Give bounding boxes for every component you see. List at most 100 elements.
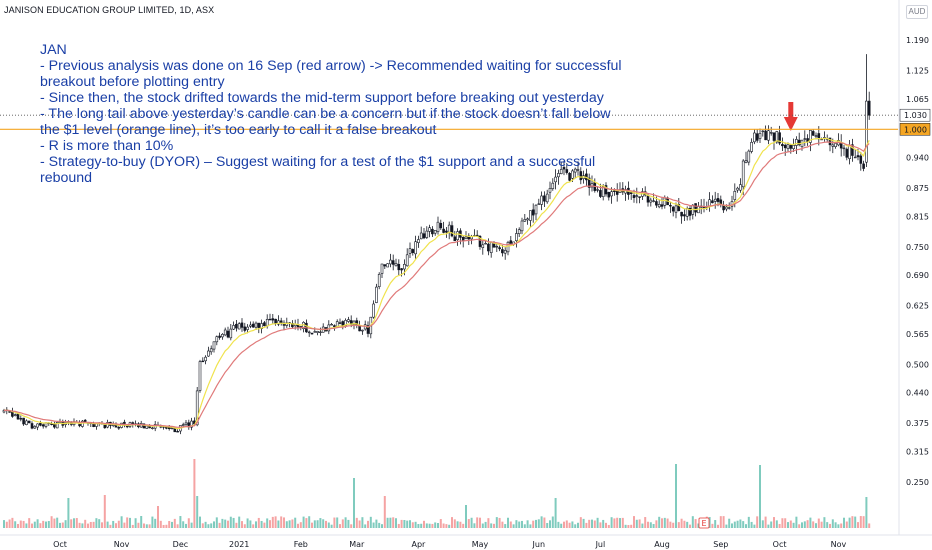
volume-bar xyxy=(19,520,22,528)
volume-bar xyxy=(196,496,199,528)
volume-bar xyxy=(316,520,319,528)
volume-bar xyxy=(31,523,33,528)
volume-bar xyxy=(392,517,395,528)
volume-bar xyxy=(434,522,437,528)
volume-bars xyxy=(3,459,871,528)
candle-body xyxy=(719,199,723,205)
volume-bar xyxy=(403,520,406,528)
volume-bar xyxy=(462,523,465,528)
volume-bar xyxy=(397,523,400,528)
candle-body xyxy=(257,322,261,328)
last-price-tag: 1.030 xyxy=(904,111,927,120)
volume-bar xyxy=(201,523,204,528)
volume-bar xyxy=(781,518,784,528)
y-tick-label: 0.690 xyxy=(906,271,929,280)
candle-body xyxy=(223,329,227,336)
currency-badge[interactable]: AUD xyxy=(906,5,928,19)
candle-body xyxy=(722,205,725,211)
last-price-tag-background xyxy=(899,108,931,122)
candle-body xyxy=(677,204,681,211)
volume-bar xyxy=(255,521,257,528)
earnings-marker-icon[interactable] xyxy=(698,517,710,529)
volume-bar xyxy=(507,517,509,528)
volume-bar xyxy=(383,496,386,528)
candle-body xyxy=(755,133,759,141)
volume-bar xyxy=(347,519,350,528)
volume-bar xyxy=(154,518,157,528)
volume-bar xyxy=(78,522,81,528)
candle-body xyxy=(366,325,370,334)
volume-bar xyxy=(759,465,761,528)
volume-bar xyxy=(722,516,725,528)
candle-body xyxy=(22,417,25,425)
candle-body xyxy=(579,171,583,181)
volume-bar xyxy=(677,522,680,528)
volume-bar xyxy=(616,517,619,528)
candle-body xyxy=(531,209,535,216)
candle-body xyxy=(215,336,219,343)
candle-body xyxy=(811,131,815,136)
volume-bar xyxy=(809,517,812,528)
candle-body xyxy=(106,422,109,428)
volume-bar xyxy=(224,519,227,528)
volume-bar xyxy=(647,521,649,528)
volume-bar xyxy=(50,516,53,528)
candle-body xyxy=(565,169,569,173)
y-tick-label: 1.065 xyxy=(906,95,929,104)
volume-bar xyxy=(381,524,383,528)
candle-body xyxy=(232,325,235,330)
candle-body xyxy=(470,236,473,240)
candle-body xyxy=(551,182,555,189)
candle-body xyxy=(268,318,272,321)
volume-bar xyxy=(257,517,260,528)
volume-bar xyxy=(803,521,806,528)
candle-body xyxy=(375,286,378,303)
volume-bar xyxy=(204,521,207,528)
candle-body xyxy=(431,228,434,235)
volume-bar xyxy=(630,524,633,528)
candle-body xyxy=(680,211,683,217)
candle-body xyxy=(151,427,154,429)
volume-bar xyxy=(131,524,134,528)
volume-bar xyxy=(75,518,78,528)
volume-bar xyxy=(641,523,644,528)
volume-bar xyxy=(103,495,106,528)
volume-bar xyxy=(199,516,201,528)
volume-bar xyxy=(658,516,661,528)
volume-bar xyxy=(182,521,185,528)
volume-bar xyxy=(504,524,507,528)
y-tick-label: 0.750 xyxy=(906,243,929,252)
volume-bar xyxy=(535,519,537,528)
volume-bar xyxy=(750,521,753,528)
x-tick-label: Jun xyxy=(532,540,546,549)
candle-body xyxy=(319,331,322,333)
volume-bar xyxy=(210,523,213,528)
volume-bar xyxy=(571,521,574,528)
y-tick-label: 0.375 xyxy=(906,419,929,428)
candle-body xyxy=(604,185,608,195)
candle-body xyxy=(543,195,546,202)
candle-body xyxy=(307,331,311,334)
volume-bar xyxy=(411,522,414,528)
candle-body xyxy=(506,242,510,253)
candle-body xyxy=(8,411,11,413)
volume-bar xyxy=(672,522,675,528)
candle-body xyxy=(778,132,781,144)
x-tick-label: May xyxy=(472,540,489,549)
volume-bar xyxy=(624,524,627,528)
volume-bar xyxy=(11,517,14,528)
volume-bar xyxy=(756,516,759,528)
volume-bar xyxy=(344,517,347,528)
volume-bar xyxy=(269,520,271,528)
candle-body xyxy=(517,229,521,234)
volume-bar xyxy=(605,522,607,528)
y-tick-label: 0.625 xyxy=(906,302,929,311)
candle-body xyxy=(671,206,675,212)
moving-averages xyxy=(4,137,870,430)
volume-bar xyxy=(283,517,285,528)
volume-bar xyxy=(806,520,809,528)
volume-bar xyxy=(308,516,311,528)
y-tick-label: 0.315 xyxy=(906,447,929,456)
